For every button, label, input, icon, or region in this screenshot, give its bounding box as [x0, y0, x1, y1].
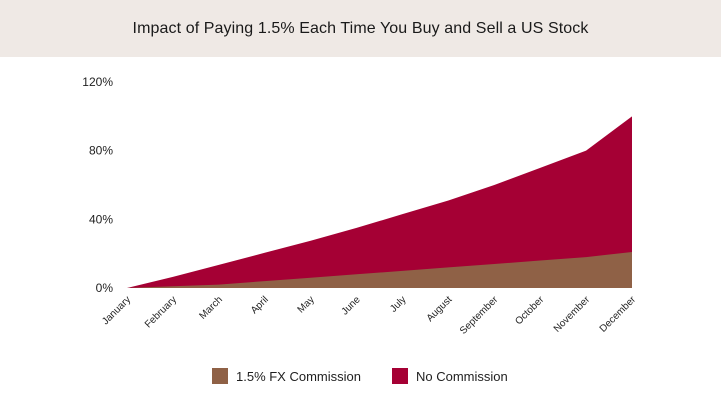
y-tick-label: 0% [96, 281, 114, 295]
legend: 1.5% FX Commission No Commission [212, 368, 508, 384]
y-tick-label: 120% [82, 75, 113, 89]
series-area-no-commission [127, 116, 632, 288]
y-axis: 0% 40% 80% 120% [82, 75, 113, 295]
chart-areas [127, 116, 632, 288]
legend-swatch-1-5-fx-commission [212, 368, 228, 384]
legend-label-1-5-fx-commission: 1.5% FX Commission [236, 369, 361, 384]
x-tick-label: November [552, 294, 593, 335]
x-tick-label: January [100, 294, 133, 327]
x-axis: January February March April May June July Augu… [100, 294, 638, 337]
series-area-1-5-fx-commission [127, 251, 632, 288]
x-tick-label: July [388, 294, 408, 314]
title-band: Impact of Paying 1.5% Each Time You Buy … [0, 0, 721, 57]
x-tick-label: December [598, 294, 639, 335]
x-tick-label: August [425, 294, 455, 324]
x-tick-label: March [198, 294, 225, 321]
area-chart: 0% 40% 80% 120% January February March April Ma… [82, 75, 639, 384]
y-tick-label: 40% [89, 212, 113, 226]
x-tick-label: April [249, 294, 271, 316]
x-tick-label: October [513, 294, 546, 327]
legend-swatch-no-commission [392, 368, 408, 384]
chart-title: Impact of Paying 1.5% Each Time You Buy … [132, 19, 589, 37]
x-tick-label: June [340, 294, 363, 317]
y-tick-label: 80% [89, 144, 113, 158]
x-tick-label: September [458, 294, 501, 337]
legend-label-no-commission: No Commission [416, 369, 508, 384]
x-tick-label: February [143, 294, 179, 330]
x-tick-label: May [296, 294, 317, 315]
